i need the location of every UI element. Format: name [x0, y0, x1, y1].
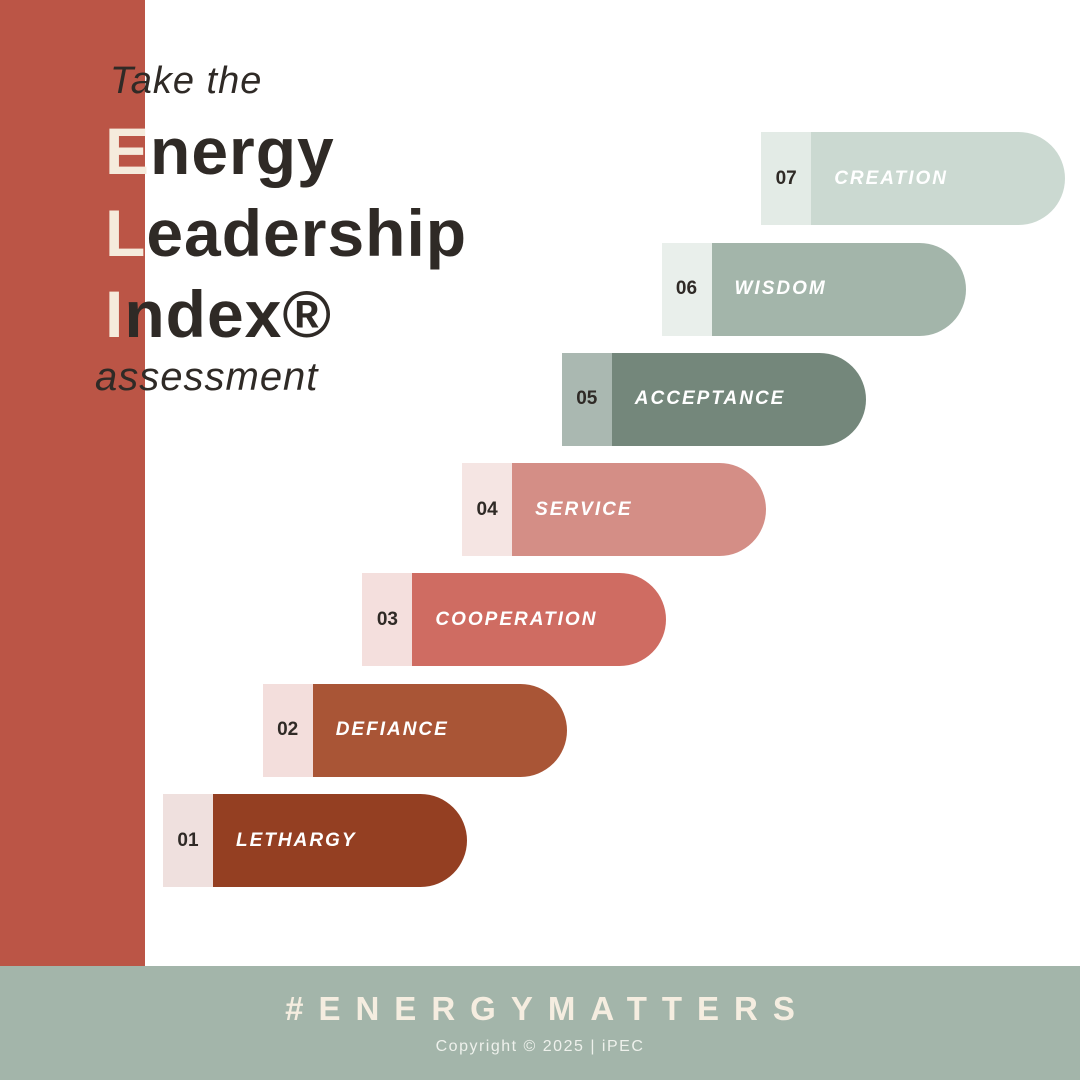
- step: 04 SERVICE: [462, 463, 767, 557]
- title-line: Leadership: [105, 196, 468, 270]
- title-line: Energy: [105, 114, 335, 188]
- side-bar: [0, 0, 145, 966]
- step-label: CREATION: [811, 132, 1066, 226]
- footer: #ENERGYMATTERS Copyright © 2025 | iPEC: [0, 966, 1080, 1080]
- step-number: 04: [462, 463, 513, 557]
- step: 06 WISDOM: [661, 242, 966, 336]
- step-number: 06: [661, 242, 712, 336]
- outro-text: assessment: [95, 355, 319, 399]
- step-label: SERVICE: [512, 463, 767, 557]
- title-line: Index®: [105, 277, 333, 351]
- step-number: 05: [561, 352, 612, 446]
- step-label: DEFIANCE: [312, 683, 567, 777]
- hashtag: #ENERGYMATTERS: [285, 990, 810, 1027]
- step: 05 ACCEPTANCE: [561, 352, 866, 446]
- step-number: 03: [362, 573, 413, 667]
- step-number: 01: [163, 794, 213, 887]
- step-number: 07: [761, 132, 812, 226]
- step-label: ACCEPTANCE: [611, 352, 866, 446]
- step: 02 DEFIANCE: [262, 683, 567, 777]
- step-label: WISDOM: [711, 242, 966, 336]
- step-label: COOPERATION: [412, 573, 667, 667]
- step: 03 COOPERATION: [362, 573, 667, 667]
- step-number: 02: [262, 683, 313, 777]
- step: 07 CREATION: [761, 132, 1066, 226]
- step-label: LETHARGY: [213, 794, 467, 887]
- intro-text: Take the: [110, 60, 263, 102]
- copyright: Copyright © 2025 | iPEC: [435, 1038, 645, 1055]
- step: 01 LETHARGY: [163, 794, 467, 887]
